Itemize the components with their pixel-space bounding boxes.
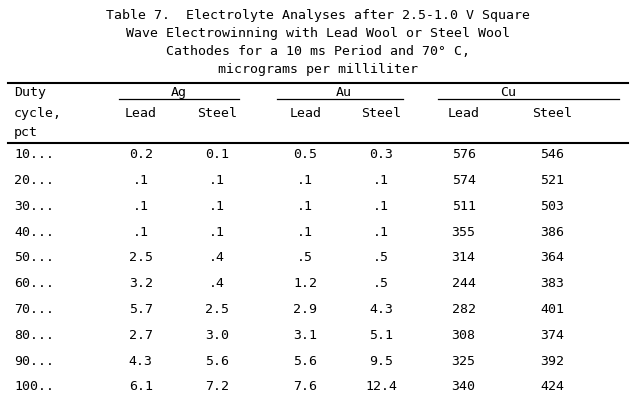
Text: 574: 574: [452, 174, 476, 187]
Text: Lead: Lead: [448, 107, 480, 120]
Text: 511: 511: [452, 200, 476, 213]
Text: 401: 401: [541, 303, 564, 316]
Text: 4.3: 4.3: [370, 303, 393, 316]
Text: 12.4: 12.4: [365, 380, 398, 393]
Text: 521: 521: [541, 174, 564, 187]
Text: 9.5: 9.5: [370, 354, 393, 367]
Text: 325: 325: [452, 354, 476, 367]
Text: pct: pct: [14, 127, 38, 140]
Text: 3.1: 3.1: [293, 329, 317, 342]
Text: cycle,: cycle,: [14, 107, 62, 120]
Text: 3.0: 3.0: [205, 329, 229, 342]
Text: 282: 282: [452, 303, 476, 316]
Text: 7.6: 7.6: [293, 380, 317, 393]
Text: 383: 383: [541, 277, 564, 290]
Text: 80...: 80...: [14, 329, 54, 342]
Text: 386: 386: [541, 226, 564, 239]
Text: Lead: Lead: [289, 107, 321, 120]
Text: .1: .1: [209, 200, 225, 213]
Text: .1: .1: [298, 200, 314, 213]
Text: micrograms per milliliter: micrograms per milliliter: [218, 63, 418, 76]
Text: 70...: 70...: [14, 303, 54, 316]
Text: 3.2: 3.2: [128, 277, 153, 290]
Text: .1: .1: [298, 174, 314, 187]
Text: Cathodes for a 10 ms Period and 70° C,: Cathodes for a 10 ms Period and 70° C,: [166, 45, 470, 58]
Text: Steel: Steel: [197, 107, 237, 120]
Text: 5.6: 5.6: [293, 354, 317, 367]
Text: 503: 503: [541, 200, 564, 213]
Text: 50...: 50...: [14, 252, 54, 264]
Text: .5: .5: [373, 252, 389, 264]
Text: 4.3: 4.3: [128, 354, 153, 367]
Text: 2.9: 2.9: [293, 303, 317, 316]
Text: .4: .4: [209, 252, 225, 264]
Text: 576: 576: [452, 148, 476, 161]
Text: .1: .1: [133, 174, 149, 187]
Text: 5.1: 5.1: [370, 329, 393, 342]
Text: .1: .1: [373, 226, 389, 239]
Text: 424: 424: [541, 380, 564, 393]
Text: 0.2: 0.2: [128, 148, 153, 161]
Text: 2.5: 2.5: [128, 252, 153, 264]
Text: 392: 392: [541, 354, 564, 367]
Text: Duty: Duty: [14, 86, 46, 99]
Text: 5.6: 5.6: [205, 354, 229, 367]
Text: 0.3: 0.3: [370, 148, 393, 161]
Text: .1: .1: [373, 200, 389, 213]
Text: 90...: 90...: [14, 354, 54, 367]
Text: 0.5: 0.5: [293, 148, 317, 161]
Text: 60...: 60...: [14, 277, 54, 290]
Text: .1: .1: [298, 226, 314, 239]
Text: 2.7: 2.7: [128, 329, 153, 342]
Text: .1: .1: [373, 174, 389, 187]
Text: 244: 244: [452, 277, 476, 290]
Text: 364: 364: [541, 252, 564, 264]
Text: Lead: Lead: [125, 107, 156, 120]
Text: 1.2: 1.2: [293, 277, 317, 290]
Text: 100..: 100..: [14, 380, 54, 393]
Text: Table 7.  Electrolyte Analyses after 2.5-1.0 V Square: Table 7. Electrolyte Analyses after 2.5-…: [106, 9, 530, 22]
Text: Cu: Cu: [500, 86, 516, 99]
Text: 546: 546: [541, 148, 564, 161]
Text: .1: .1: [209, 226, 225, 239]
Text: .1: .1: [133, 200, 149, 213]
Text: Steel: Steel: [361, 107, 401, 120]
Text: .5: .5: [373, 277, 389, 290]
Text: 374: 374: [541, 329, 564, 342]
Text: 340: 340: [452, 380, 476, 393]
Text: 2.5: 2.5: [205, 303, 229, 316]
Text: 40...: 40...: [14, 226, 54, 239]
Text: .1: .1: [209, 174, 225, 187]
Text: 308: 308: [452, 329, 476, 342]
Text: .4: .4: [209, 277, 225, 290]
Text: 355: 355: [452, 226, 476, 239]
Text: 20...: 20...: [14, 174, 54, 187]
Text: Ag: Ag: [170, 86, 187, 99]
Text: Wave Electrowinning with Lead Wool or Steel Wool: Wave Electrowinning with Lead Wool or St…: [126, 27, 510, 40]
Text: 0.1: 0.1: [205, 148, 229, 161]
Text: 314: 314: [452, 252, 476, 264]
Text: 6.1: 6.1: [128, 380, 153, 393]
Text: 30...: 30...: [14, 200, 54, 213]
Text: Steel: Steel: [532, 107, 572, 120]
Text: 7.2: 7.2: [205, 380, 229, 393]
Text: .1: .1: [133, 226, 149, 239]
Text: Au: Au: [335, 86, 351, 99]
Text: .5: .5: [298, 252, 314, 264]
Text: 10...: 10...: [14, 148, 54, 161]
Text: 5.7: 5.7: [128, 303, 153, 316]
